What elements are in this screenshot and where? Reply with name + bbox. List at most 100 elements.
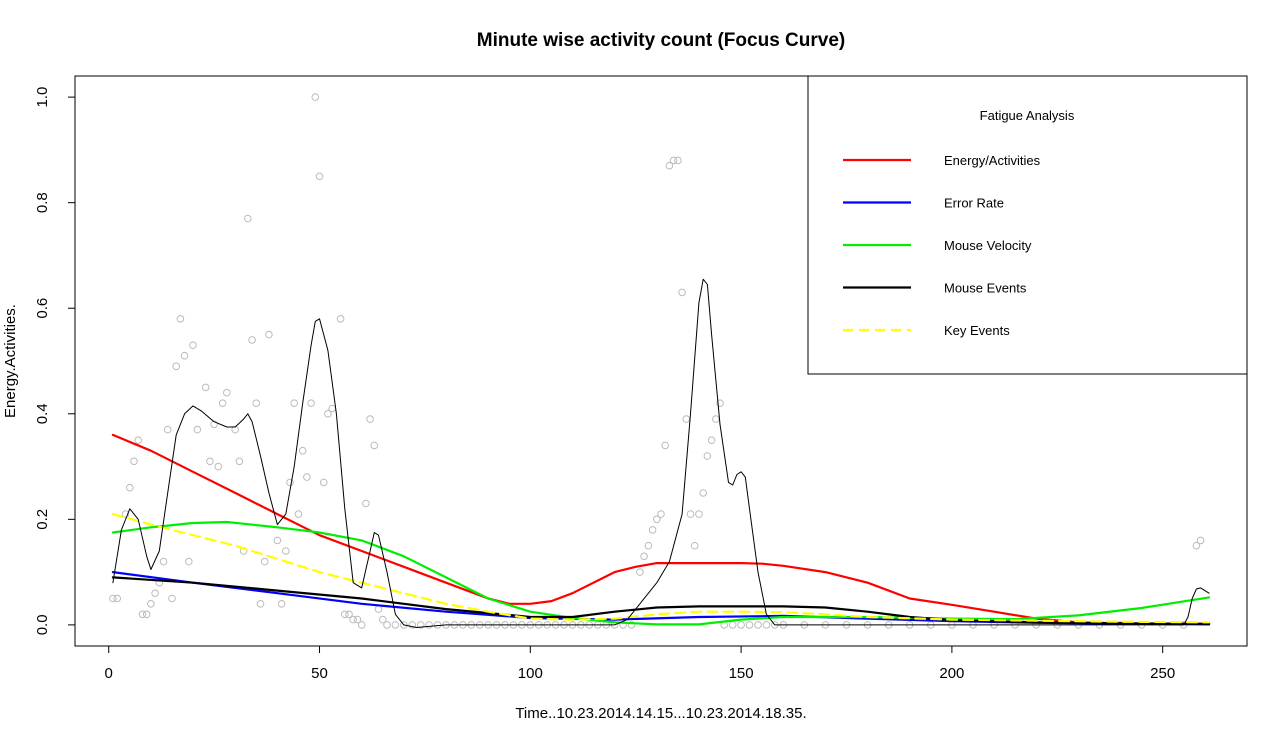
data-point: [138, 610, 147, 619]
data-point: [298, 446, 307, 455]
series-line-smooth: [112, 278, 1210, 628]
data-point: [277, 600, 286, 608]
data-point: [425, 621, 433, 629]
legend-label: Energy/Activities: [944, 153, 1041, 168]
data-point: [682, 415, 691, 423]
data-point: [699, 489, 708, 497]
data-point: [669, 156, 678, 165]
data-point: [383, 621, 391, 629]
data-point: [745, 621, 754, 629]
data-point: [163, 425, 172, 434]
data-point: [235, 457, 244, 466]
data-point: [716, 399, 724, 408]
data-point: [712, 415, 720, 423]
y-tick-label: 0.2: [34, 509, 51, 530]
data-point: [391, 621, 400, 629]
y-tick-label: 0.4: [34, 403, 51, 424]
y-axis-label: Energy.Activities.: [2, 304, 19, 418]
data-point: [324, 410, 332, 418]
y-tick-label: 1.0: [34, 87, 51, 108]
data-point: [353, 615, 362, 624]
data-point: [328, 404, 337, 413]
data-point: [737, 621, 745, 629]
series-line-energy-activities: [111, 433, 1211, 625]
series-layer: [111, 278, 1211, 628]
y-axis: 0.0 0.2 0.4 0.6 0.8 1.0: [34, 87, 76, 635]
data-point: [185, 557, 193, 566]
data-point: [678, 288, 686, 297]
data-point: [206, 457, 214, 466]
data-point: [379, 615, 387, 624]
x-tick-label: 100: [518, 665, 543, 682]
data-point: [433, 621, 442, 629]
data-point: [341, 610, 349, 619]
data-point: [286, 478, 294, 487]
x-tick-label: 250: [1150, 665, 1175, 682]
data-point: [248, 336, 256, 344]
data-point: [1192, 541, 1201, 550]
data-point: [109, 594, 117, 603]
data-point: [113, 594, 121, 603]
data-point: [703, 452, 712, 460]
data-point: [290, 399, 299, 408]
x-tick-label: 50: [311, 665, 328, 682]
data-point: [648, 526, 657, 534]
data-point: [728, 621, 737, 629]
data-point: [416, 621, 425, 629]
data-point: [244, 214, 252, 223]
data-point: [653, 515, 661, 524]
data-point: [189, 341, 197, 350]
data-point: [307, 399, 315, 408]
data-point: [370, 441, 379, 450]
data-point: [134, 436, 142, 445]
data-point: [345, 610, 353, 619]
chart-title: Minute wise activity count (Focus Curve): [477, 30, 845, 51]
legend-label: Mouse Velocity: [944, 238, 1032, 253]
legend: Fatigue Analysis Energy/Activities Error …: [807, 75, 1248, 375]
x-tick-label: 200: [939, 665, 964, 682]
data-point: [762, 621, 771, 629]
data-point: [315, 172, 324, 181]
data-point: [707, 436, 716, 445]
data-point: [121, 510, 130, 518]
y-tick-label: 0.6: [34, 298, 51, 319]
legend-label: Key Events: [944, 323, 1010, 338]
data-point: [657, 510, 665, 518]
x-axis-label: Time..10.23.2014.14.15...10.23.2014.18.3…: [515, 705, 806, 722]
x-tick-label: 0: [105, 665, 113, 682]
data-point: [400, 621, 408, 629]
data-point: [294, 510, 303, 518]
data-point: [349, 615, 358, 624]
legend-box: [807, 75, 1248, 375]
data-point: [362, 499, 370, 508]
data-point: [374, 605, 383, 613]
legend-title: Fatigue Analysis: [980, 108, 1075, 123]
data-point: [311, 93, 320, 101]
data-point: [142, 610, 151, 619]
data-point: [231, 425, 239, 434]
data-point: [661, 441, 670, 450]
data-point: [1196, 536, 1205, 545]
data-point: [176, 315, 185, 323]
data-point: [172, 362, 180, 371]
data-point: [210, 420, 218, 429]
data-point: [168, 594, 176, 603]
data-point: [636, 568, 644, 576]
data-point: [256, 600, 265, 608]
legend-entries: Energy/Activities Error Rate Mouse Velocit…: [843, 153, 1041, 338]
series-line-key-events: [111, 513, 1211, 624]
data-point: [336, 315, 345, 323]
legend-label: Mouse Events: [944, 281, 1027, 296]
data-point: [357, 621, 366, 629]
data-point: [180, 351, 189, 360]
data-point: [159, 557, 168, 566]
data-point: [644, 541, 653, 550]
data-point: [147, 600, 155, 608]
data-point: [193, 425, 202, 434]
y-tick-label: 0.8: [34, 192, 51, 213]
data-point: [282, 547, 290, 555]
data-point: [303, 473, 311, 481]
data-point: [695, 510, 703, 518]
data-point: [627, 621, 636, 629]
